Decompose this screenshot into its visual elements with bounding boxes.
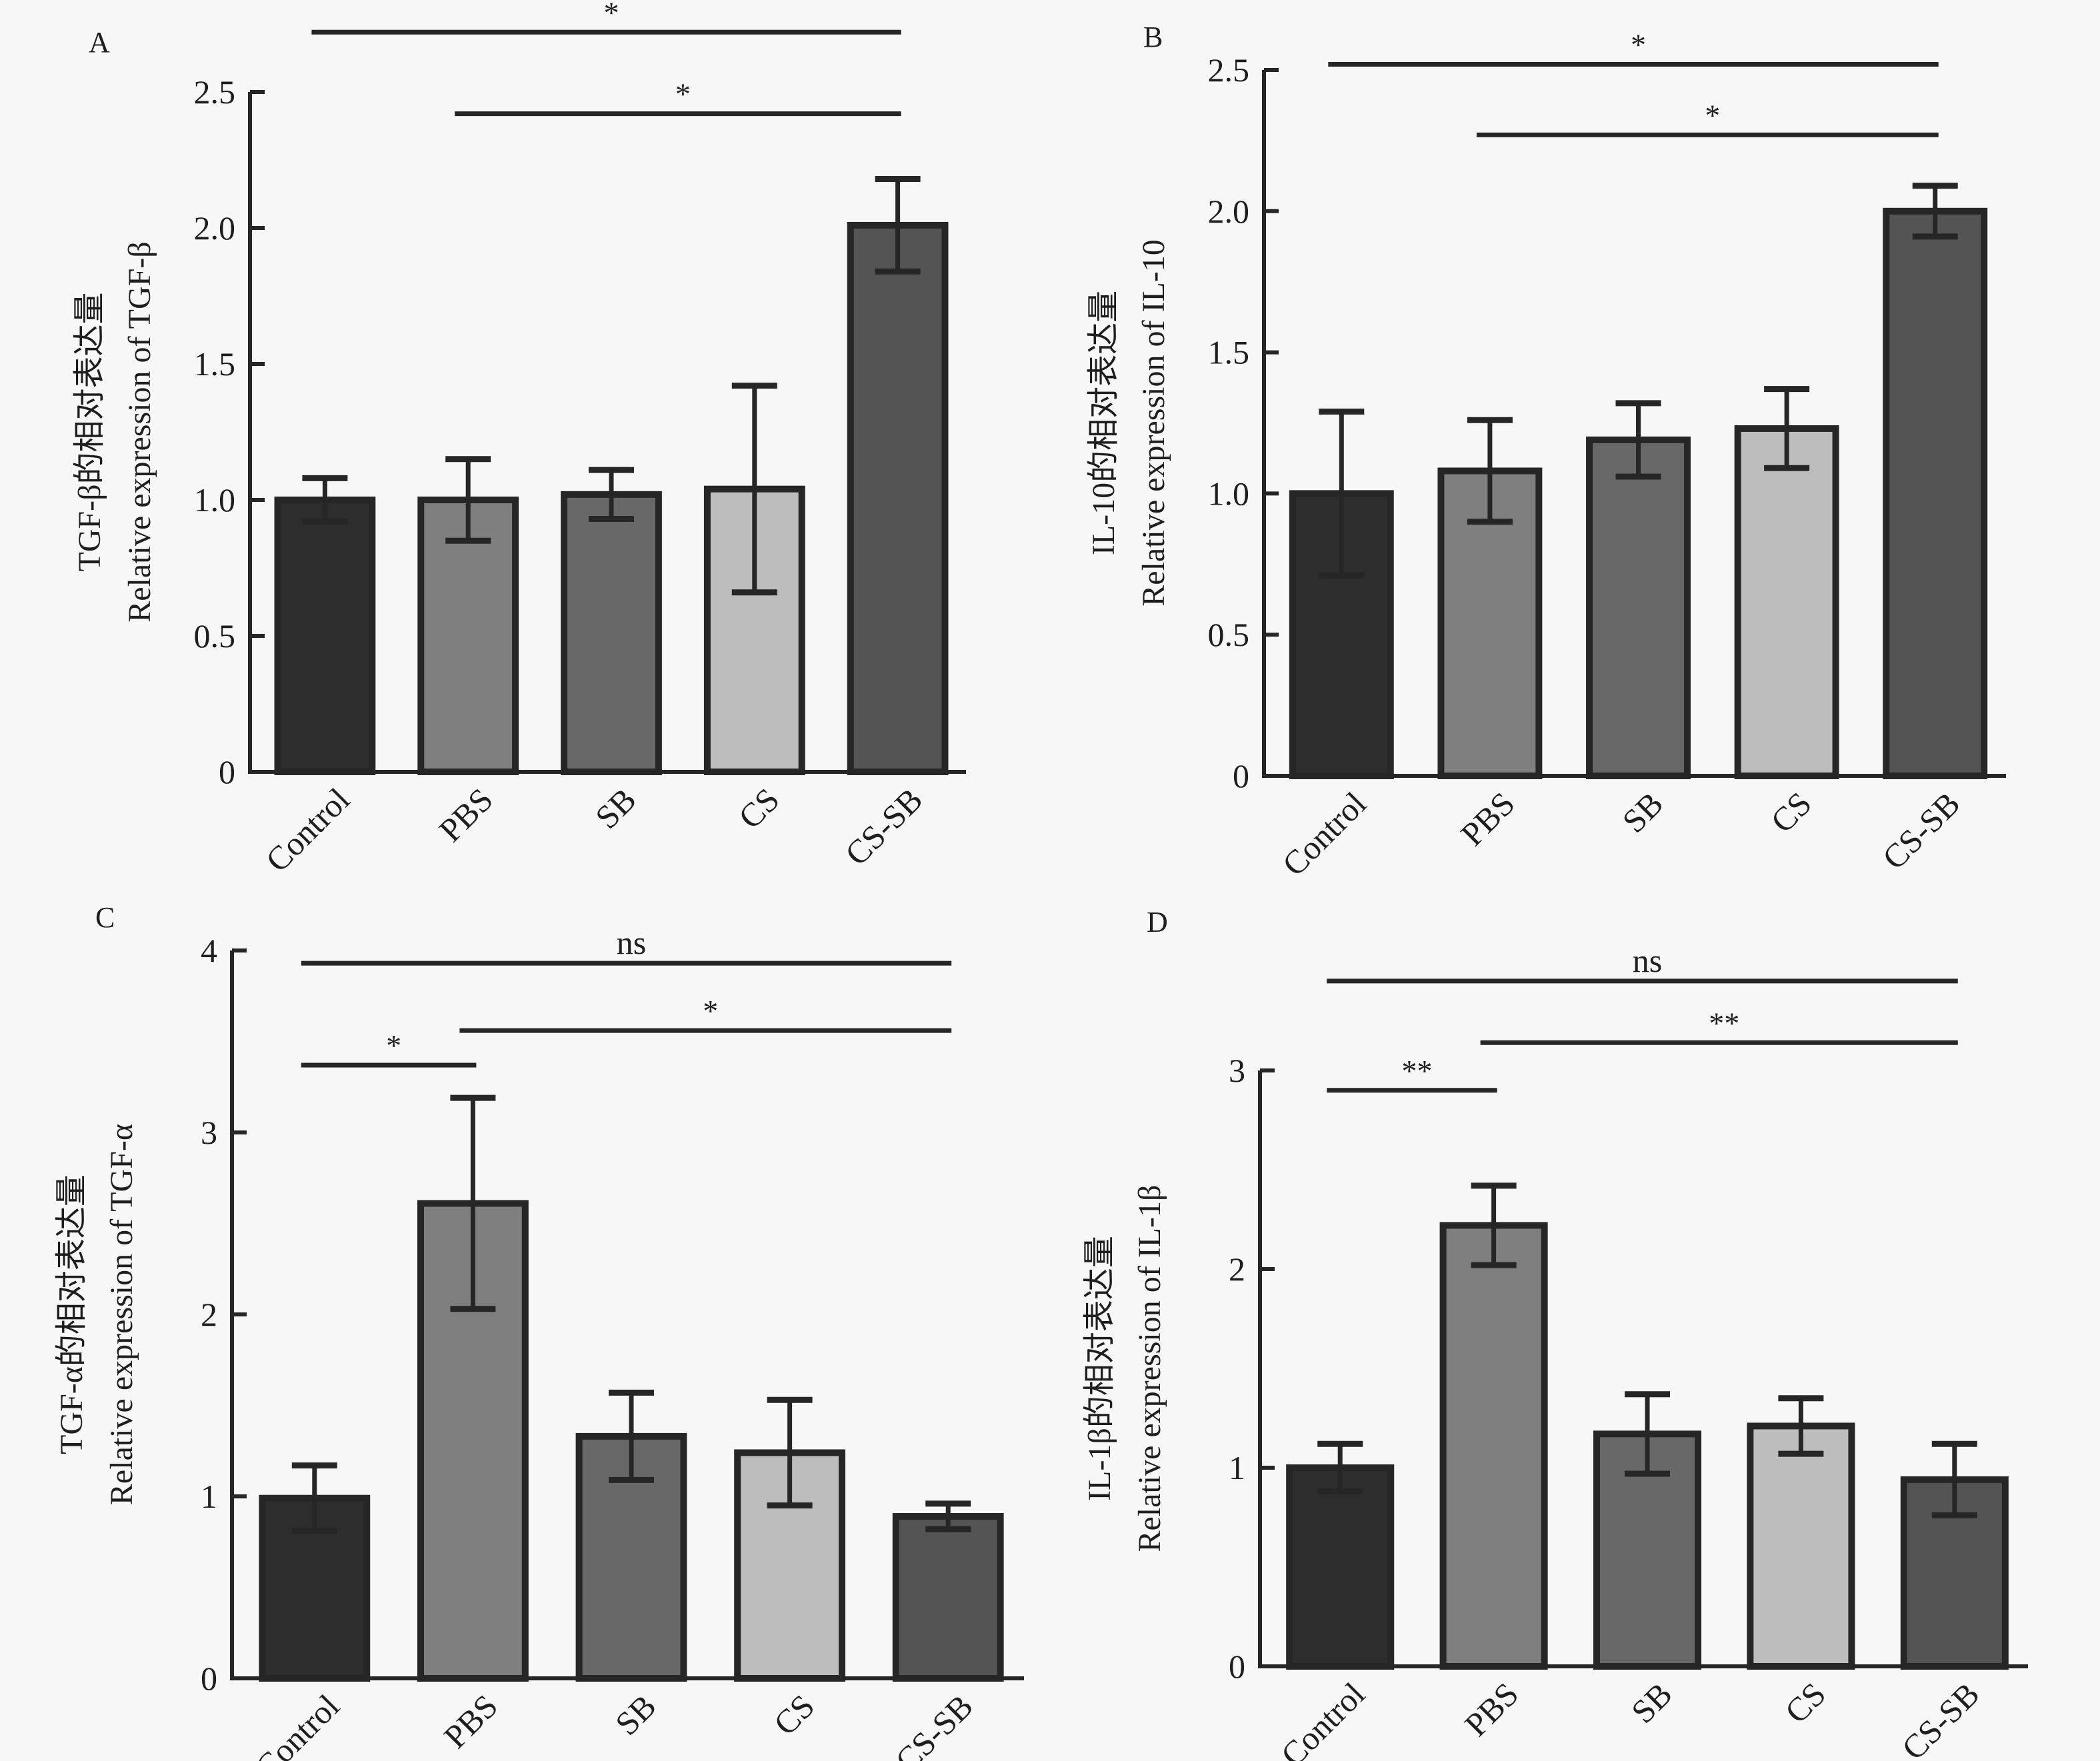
significance-label: * — [675, 77, 691, 111]
chart-b-svg: B 0 0.5 1.0 1.5 2.0 2.5 IL-10的相对表达量 Relative exp… — [1086, 21, 2006, 880]
x-tick-label: CS-SB — [1895, 1675, 1987, 1761]
bar-control — [1286, 1464, 1395, 1670]
chart-panel-b: B 0 0.5 1.0 1.5 2.0 2.5 IL-10的相对表达量 Relative exp… — [1050, 0, 2100, 880]
y-axis-label-cn: IL-1β的相对表达量 — [1082, 1236, 1117, 1501]
x-tick-label: CS-SB — [838, 781, 930, 873]
chart-panel-d: D 0 1 2 3 IL-1β的相对表达量 Relative expression of I… — [1050, 880, 2100, 1761]
significance-label: * — [1631, 28, 1646, 62]
significance-label: * — [386, 1028, 401, 1062]
y-axis-label-cn: IL-10的相对表达量 — [1086, 291, 1121, 555]
panel-letter: B — [1143, 21, 1163, 53]
y-tick-label: 1.5 — [1208, 334, 1250, 371]
y-tick-label: 0 — [1229, 1648, 1245, 1685]
significance-label: ns — [1633, 942, 1662, 979]
y-tick-label: 2 — [1229, 1250, 1245, 1288]
bar-pbs — [417, 497, 519, 775]
x-tick-label: CS-SB — [1875, 785, 1967, 877]
y-tick-label: 0 — [201, 1660, 217, 1697]
y-tick-label: 0.5 — [194, 617, 236, 655]
y-tick-label: 2.0 — [194, 209, 236, 247]
x-tick-label: PBS — [1453, 785, 1522, 853]
x-tick-label: PBS — [431, 781, 500, 849]
y-axis-label-cn: TGF-β的相对表达量 — [72, 292, 107, 571]
y-tick-label: 1.0 — [194, 481, 236, 519]
x-tick-label: CS-SB — [888, 1687, 980, 1761]
y-axis-label-cn: TGF-α的相对表达量 — [54, 1174, 89, 1454]
y-axis-label-en: Relative expression of TGF-α — [104, 1124, 139, 1505]
x-tick-label: SB — [608, 1687, 663, 1742]
y-tick-label: 3 — [201, 1114, 217, 1151]
x-tick-label: SB — [588, 781, 643, 836]
chart-d-svg: D 0 1 2 3 IL-1β的相对表达量 Relative expression of I… — [1082, 906, 2028, 1761]
x-tick-label: PBS — [437, 1687, 505, 1756]
y-tick-label: 2.5 — [1208, 51, 1250, 89]
bar-cs-sb — [892, 1513, 1004, 1682]
bar-pbs — [1437, 467, 1543, 780]
y-axis-label-en: Relative expression of TGF-β — [122, 241, 157, 622]
bar-sb — [561, 491, 662, 776]
chart-a-svg: A 0 0.5 1.0 1.5 2.0 2.5 TGF-β的相对表达量 Relative exp… — [72, 0, 966, 879]
y-axis-label-en: Relative expression of IL-1β — [1132, 1185, 1167, 1552]
x-tick-label: CS — [1777, 1675, 1833, 1730]
bar-sb — [1586, 436, 1691, 780]
bar-cs — [1734, 425, 1839, 779]
significance-label: * — [604, 0, 619, 29]
bar-cs-sb — [1883, 207, 1988, 779]
panel-letter: A — [89, 26, 110, 59]
y-axis-label-en: Relative expression of IL-10 — [1136, 239, 1171, 607]
bar-pbs — [1439, 1222, 1548, 1670]
x-tick-label: PBS — [1457, 1675, 1526, 1744]
y-tick-label: 2.5 — [194, 73, 236, 111]
x-tick-label: SB — [1615, 785, 1670, 840]
y-tick-label: 0 — [219, 753, 235, 791]
y-tick-label: 3 — [1229, 1052, 1245, 1089]
x-tick-label: Control — [248, 1687, 347, 1761]
bar-cs — [1747, 1422, 1855, 1670]
y-tick-label: 0 — [1233, 757, 1249, 795]
x-tick-label: Control — [1273, 1675, 1372, 1761]
significance-label: * — [1705, 98, 1720, 132]
panel-letter: D — [1147, 906, 1168, 938]
x-tick-label: CS — [731, 781, 787, 836]
y-tick-label: 2 — [201, 1296, 217, 1333]
y-tick-label: 1 — [201, 1478, 217, 1515]
x-tick-label: CS — [767, 1687, 822, 1742]
y-tick-label: 4 — [201, 932, 217, 969]
significance-label: * — [703, 994, 718, 1028]
x-tick-label: Control — [259, 781, 357, 879]
chart-panel-c: C 0 1 2 3 4 TGF-α的相对表达量 Relative expression of … — [0, 880, 1050, 1761]
x-tick-label: CS — [1763, 785, 1819, 840]
y-tick-label: 1 — [1229, 1449, 1245, 1486]
x-tick-label: Control — [1275, 785, 1373, 880]
y-tick-label: 1.5 — [194, 345, 236, 383]
bar-cs — [703, 485, 805, 775]
panel-letter: C — [95, 901, 115, 934]
y-tick-label: 1.0 — [1208, 475, 1250, 512]
bar-cs-sb — [847, 221, 949, 776]
chart-panel-a: A 0 0.5 1.0 1.5 2.0 2.5 TGF-β的相对表达量 Relative exp… — [0, 0, 1050, 880]
chart-c-svg: C 0 1 2 3 4 TGF-α的相对表达量 Relative expression of … — [54, 901, 1024, 1761]
y-tick-label: 0.5 — [1208, 616, 1250, 653]
y-tick-label: 2.0 — [1208, 193, 1250, 230]
x-tick-label: SB — [1624, 1675, 1679, 1730]
bar-control — [274, 497, 376, 775]
significance-label: ** — [1401, 1054, 1432, 1088]
significance-label: ns — [617, 924, 646, 961]
significance-label: ** — [1709, 1006, 1739, 1040]
